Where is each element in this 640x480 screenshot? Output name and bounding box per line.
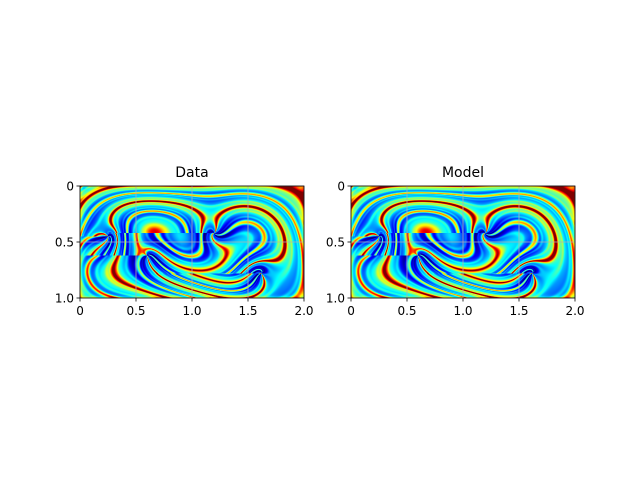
x-tick-label: 0 bbox=[76, 304, 84, 318]
y-tick-label: 0 bbox=[66, 179, 74, 193]
subplot-model: 0 0.5 1.0 1.5 2.0 0 0.5 1.0 Model bbox=[326, 165, 585, 318]
y-tick-label: 1.0 bbox=[326, 291, 345, 305]
x-tick-label: 2.0 bbox=[294, 304, 313, 318]
subplot-data: 0 0.5 1.0 1.5 2.0 0 0.5 1.0 Data bbox=[55, 165, 314, 318]
y-axis: 0 0.5 1.0 bbox=[55, 179, 80, 305]
y-tick-label: 0.5 bbox=[326, 235, 345, 249]
y-tick-label: 0 bbox=[337, 179, 345, 193]
x-axis: 0 0.5 1.0 1.5 2.0 bbox=[347, 298, 585, 318]
x-tick-label: 2.0 bbox=[565, 304, 584, 318]
y-tick-label: 1.0 bbox=[55, 291, 74, 305]
x-tick-label: 1.5 bbox=[238, 304, 257, 318]
x-tick-label: 1.0 bbox=[453, 304, 472, 318]
x-tick-label: 1.0 bbox=[182, 304, 201, 318]
y-tick-label: 0.5 bbox=[55, 235, 74, 249]
x-tick-label: 1.5 bbox=[509, 304, 528, 318]
y-axis: 0 0.5 1.0 bbox=[326, 179, 351, 305]
subplot-title: Model bbox=[442, 165, 484, 181]
x-axis: 0 0.5 1.0 1.5 2.0 bbox=[76, 298, 314, 318]
x-tick-label: 0.5 bbox=[126, 304, 145, 318]
x-tick-label: 0 bbox=[347, 304, 355, 318]
x-tick-label: 0.5 bbox=[397, 304, 416, 318]
subplot-title: Data bbox=[175, 165, 208, 181]
